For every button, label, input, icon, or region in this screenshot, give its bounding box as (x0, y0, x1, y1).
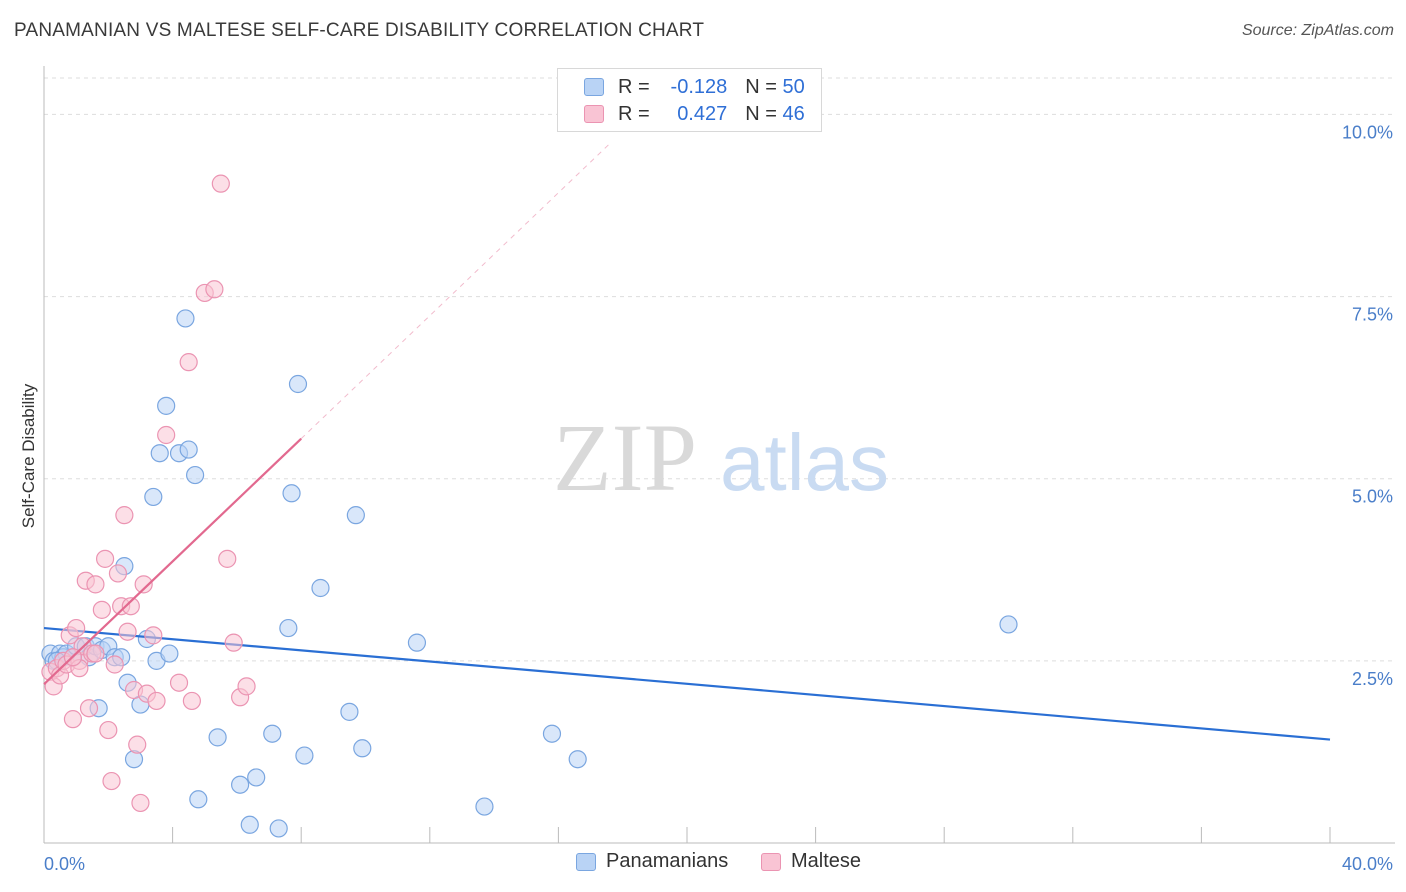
panamanian-point (475, 797, 494, 816)
panamanian-point (247, 768, 266, 787)
panamanian-point (160, 644, 179, 663)
series-panamanian (41, 309, 1331, 838)
panamanian-point (144, 487, 163, 507)
maltese-point (218, 549, 237, 568)
maltese-point (102, 771, 121, 791)
maltese-point (63, 710, 83, 729)
panamanian-trend-line (43, 626, 1331, 741)
panamanian-point (568, 750, 587, 769)
maltese-point (79, 699, 99, 718)
panamanian-point (150, 444, 169, 463)
panamanian-point (263, 724, 282, 743)
legend-label-maltese: Maltese (791, 850, 862, 872)
y-tick-label: 10.0% (1342, 122, 1393, 142)
correlation-legend: R = -0.128 N = 50 R = 0.427 N = 46 (557, 68, 822, 132)
maltese-point (128, 735, 147, 754)
panamanian-point (295, 746, 314, 765)
tick-labels: 2.5% 5.0% 7.5% 10.0% 0.0% 40.0% (44, 122, 1393, 874)
legend-swatch-maltese (584, 105, 604, 123)
panamanian-point (186, 465, 205, 485)
maltese-point (205, 280, 224, 299)
maltese-point (105, 655, 124, 674)
x-tick-label: 40.0% (1342, 854, 1393, 874)
legend-n-value: 46 (782, 102, 805, 125)
maltese-point (108, 564, 128, 583)
maltese-point (169, 673, 189, 692)
y-axis-label: Self-Care Disability (19, 383, 38, 528)
y-tick-label: 2.5% (1352, 669, 1393, 689)
legend-swatch-maltese (761, 852, 781, 871)
series-maltese (41, 143, 611, 813)
bottom-legend-panamanians: Panamanians (576, 850, 728, 873)
panamanian-point (542, 724, 562, 743)
maltese-point (86, 644, 105, 663)
maltese-point (157, 425, 176, 445)
panamanian-point (176, 309, 195, 328)
panamanian-point (407, 633, 427, 652)
maltese-point (134, 575, 153, 594)
watermark-zip: ZIP (553, 404, 697, 511)
maltese-point (67, 618, 86, 638)
legend-r-label: R = (618, 75, 650, 98)
maltese-point (115, 506, 134, 525)
watermark-atlas: atlas (720, 418, 889, 507)
panamanian-point (189, 790, 208, 809)
maltese-trend-line (43, 437, 302, 685)
panamanian-point (340, 702, 359, 721)
panamanian-point (157, 396, 176, 415)
series-layer (41, 143, 1331, 838)
legend-r-label: R = (618, 102, 650, 125)
axes (43, 66, 1395, 844)
legend-label-panamanians: Panamanians (606, 850, 729, 872)
maltese-point (99, 720, 118, 740)
legend-row-panamanians: R = -0.128 N = 50 (558, 74, 805, 100)
maltese-point (121, 597, 140, 616)
legend-r-value: 0.427 (677, 102, 728, 125)
legend-r-value: -0.128 (670, 75, 728, 98)
maltese-trend-extension (300, 143, 611, 440)
legend-n-label: N = (745, 102, 777, 125)
maltese-point (92, 600, 111, 619)
panamanian-point (279, 618, 298, 638)
maltese-point (86, 575, 105, 594)
panamanian-point (231, 775, 250, 794)
maltese-point (95, 549, 115, 568)
panamanian-point (269, 819, 288, 838)
panamanian-point (208, 728, 227, 747)
panamanian-point (311, 578, 330, 598)
watermark: ZIP atlas (553, 404, 889, 511)
legend-n-value: 50 (782, 75, 805, 98)
panamanian-point (999, 615, 1018, 634)
maltese-point (224, 633, 243, 652)
panamanian-point (179, 440, 198, 459)
source-label: Source: ZipAtlas.com (1241, 22, 1394, 39)
legend-swatch-panamanians (576, 852, 596, 871)
maltese-point (131, 793, 150, 813)
panamanian-point (353, 739, 372, 758)
y-tick-label: 5.0% (1352, 487, 1393, 507)
maltese-point (144, 626, 163, 645)
x-tick-label: 0.0% (44, 854, 85, 874)
legend-row-maltese: R = 0.427 N = 46 (558, 101, 805, 127)
panamanian-point (240, 815, 259, 834)
bottom-legend-maltese: Maltese (761, 850, 861, 873)
panamanian-point (346, 506, 365, 525)
chart-title: PANAMANIAN VS MALTESE SELF-CARE DISABILI… (14, 20, 705, 41)
maltese-point (211, 174, 230, 193)
legend-n-label: N = (745, 75, 777, 98)
gridlines (44, 77, 1395, 662)
panamanian-point (282, 484, 301, 503)
maltese-point (237, 677, 256, 696)
maltese-point (179, 353, 198, 372)
panamanian-point (288, 374, 308, 394)
maltese-point (182, 691, 201, 711)
y-tick-label: 7.5% (1352, 305, 1393, 325)
maltese-point (118, 622, 137, 641)
legend-swatch-panamanians (584, 78, 604, 96)
maltese-point (147, 691, 166, 711)
